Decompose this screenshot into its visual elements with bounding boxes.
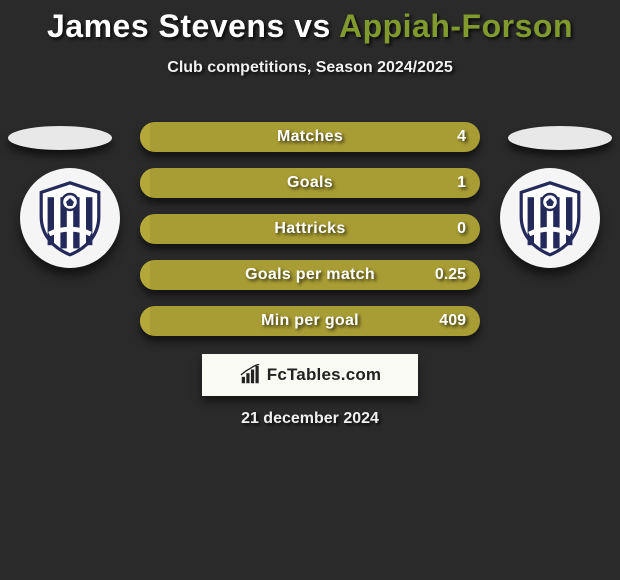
player1-name: James Stevens [47,8,285,44]
stat-value: 1 [457,168,466,198]
stat-label: Goals [140,168,480,198]
shield-crest-icon [30,178,110,258]
player2-ellipse [508,126,612,150]
player2-name: Appiah-Forson [339,8,573,44]
stat-value: 4 [457,122,466,152]
club-badge-left [20,168,120,268]
shield-crest-icon [510,178,590,258]
subtitle: Club competitions, Season 2024/2025 [0,59,620,77]
stat-bars: Matches 4 Goals 1 Hattricks 0 Goals per … [140,122,480,352]
date-text: 21 december 2024 [0,410,620,428]
stat-value: 0 [457,214,466,244]
stat-bar-hattricks: Hattricks 0 [140,214,480,244]
bar-chart-icon [239,364,261,386]
brand-text: FcTables.com [267,365,382,385]
brand-box[interactable]: FcTables.com [202,354,418,396]
stat-label: Min per goal [140,306,480,336]
club-badge-right [500,168,600,268]
stat-label: Goals per match [140,260,480,290]
stat-value: 409 [439,306,466,336]
stat-label: Hattricks [140,214,480,244]
stat-label: Matches [140,122,480,152]
stat-bar-goals: Goals 1 [140,168,480,198]
player1-ellipse [8,126,112,150]
page-title: James Stevens vs Appiah-Forson [0,0,620,45]
vs-text: vs [294,8,331,44]
stat-bar-goals-per-match: Goals per match 0.25 [140,260,480,290]
stat-bar-min-per-goal: Min per goal 409 [140,306,480,336]
stat-value: 0.25 [435,260,466,290]
stat-bar-matches: Matches 4 [140,122,480,152]
